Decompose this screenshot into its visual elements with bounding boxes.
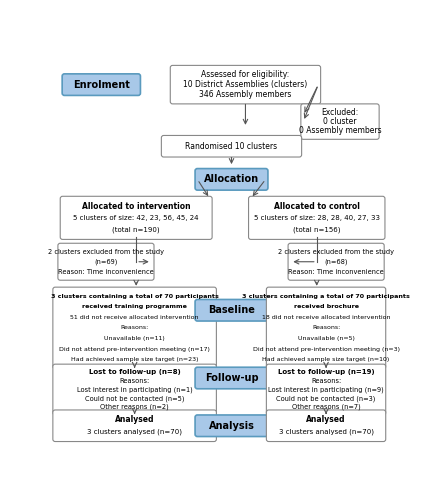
Text: (n=69): (n=69) [94,258,118,265]
Text: Other reasons (n=2): Other reasons (n=2) [100,404,169,410]
Text: Reason: Time inconvenience: Reason: Time inconvenience [288,268,384,274]
FancyBboxPatch shape [161,136,302,157]
FancyBboxPatch shape [195,300,268,321]
Text: 18 did not receive allocated intervention: 18 did not receive allocated interventio… [262,315,390,320]
FancyBboxPatch shape [195,415,268,436]
Text: 3 clusters containing a total of 70 participants: 3 clusters containing a total of 70 part… [51,294,219,299]
Text: (n=68): (n=68) [324,258,348,265]
Text: Randomised 10 clusters: Randomised 10 clusters [185,142,278,150]
Text: Did not attend pre-intervention meeting (n=3): Did not attend pre-intervention meeting … [253,346,400,352]
Text: 5 clusters of size: 42, 23, 56, 45, 24: 5 clusters of size: 42, 23, 56, 45, 24 [73,215,199,221]
Text: Enrolment: Enrolment [73,80,130,90]
Text: Unavailable (n=11): Unavailable (n=11) [104,336,165,341]
Text: 10 District Assemblies (clusters): 10 District Assemblies (clusters) [183,80,308,89]
Text: Did not attend pre-intervention meeting (n=17): Did not attend pre-intervention meeting … [59,346,210,352]
Text: Could not be contacted (n=3): Could not be contacted (n=3) [276,395,376,402]
FancyBboxPatch shape [266,410,386,442]
Text: Analysed: Analysed [306,416,346,424]
Text: 2 clusters excluded from the study: 2 clusters excluded from the study [48,249,164,255]
Text: 0 Assembly members: 0 Assembly members [299,126,381,136]
FancyBboxPatch shape [53,410,216,442]
FancyBboxPatch shape [288,244,384,280]
Text: 3 clusters containing a total of 70 participants: 3 clusters containing a total of 70 part… [242,294,410,299]
FancyBboxPatch shape [53,364,216,415]
FancyBboxPatch shape [170,66,321,104]
Text: 0 cluster: 0 cluster [323,117,357,126]
Text: (total n=190): (total n=190) [112,226,160,233]
Text: 51 did not receive allocated intervention: 51 did not receive allocated interventio… [70,315,199,320]
Text: Allocated to intervention: Allocated to intervention [82,202,190,210]
Text: Lost to follow-up (n=8): Lost to follow-up (n=8) [89,369,181,375]
Text: Lost interest in participating (n=1): Lost interest in participating (n=1) [77,386,193,393]
Text: Had achieved sample size target (n=23): Had achieved sample size target (n=23) [71,357,199,362]
Text: Assessed for eligibility:: Assessed for eligibility: [201,70,290,79]
Text: Allocated to control: Allocated to control [274,202,360,210]
Text: Reasons:: Reasons: [121,326,149,330]
Text: Had achieved sample size target (n=10): Had achieved sample size target (n=10) [262,357,390,362]
FancyBboxPatch shape [266,287,386,369]
Text: Reasons:: Reasons: [120,378,150,384]
Text: Reasons:: Reasons: [312,326,340,330]
Text: Unavailable (n=5): Unavailable (n=5) [298,336,354,341]
Text: Follow-up: Follow-up [204,373,258,383]
FancyBboxPatch shape [58,244,154,280]
Text: received brochure: received brochure [294,304,359,310]
Text: (total n=156): (total n=156) [293,226,340,233]
Text: Analysis: Analysis [209,421,254,430]
FancyBboxPatch shape [195,168,268,190]
FancyBboxPatch shape [53,287,216,369]
FancyBboxPatch shape [301,104,379,140]
Text: 346 Assembly members: 346 Assembly members [199,90,292,100]
FancyBboxPatch shape [266,364,386,415]
FancyBboxPatch shape [195,367,268,389]
Text: Lost interest in participating (n=9): Lost interest in participating (n=9) [268,386,384,393]
Text: 3 clusters analysed (n=70): 3 clusters analysed (n=70) [87,428,182,435]
Text: Could not be contacted (n=5): Could not be contacted (n=5) [85,395,184,402]
Text: received training programme: received training programme [82,304,187,310]
FancyBboxPatch shape [62,74,141,96]
Text: Lost to follow-up (n=19): Lost to follow-up (n=19) [278,369,374,375]
Text: Other reasons (n=7): Other reasons (n=7) [292,404,360,410]
Text: 2 clusters excluded from the study: 2 clusters excluded from the study [278,249,394,255]
FancyBboxPatch shape [60,196,212,240]
Text: Baseline: Baseline [208,305,255,316]
Text: Allocation: Allocation [204,174,259,184]
Text: 3 clusters analysed (n=70): 3 clusters analysed (n=70) [279,428,374,435]
Text: Reason: Time inconvenience: Reason: Time inconvenience [58,268,154,274]
Text: Reasons:: Reasons: [311,378,341,384]
Text: Excluded:: Excluded: [321,108,359,117]
Text: 5 clusters of size: 28, 28, 40, 27, 33: 5 clusters of size: 28, 28, 40, 27, 33 [254,215,380,221]
FancyBboxPatch shape [248,196,385,240]
Text: Analysed: Analysed [115,416,154,424]
